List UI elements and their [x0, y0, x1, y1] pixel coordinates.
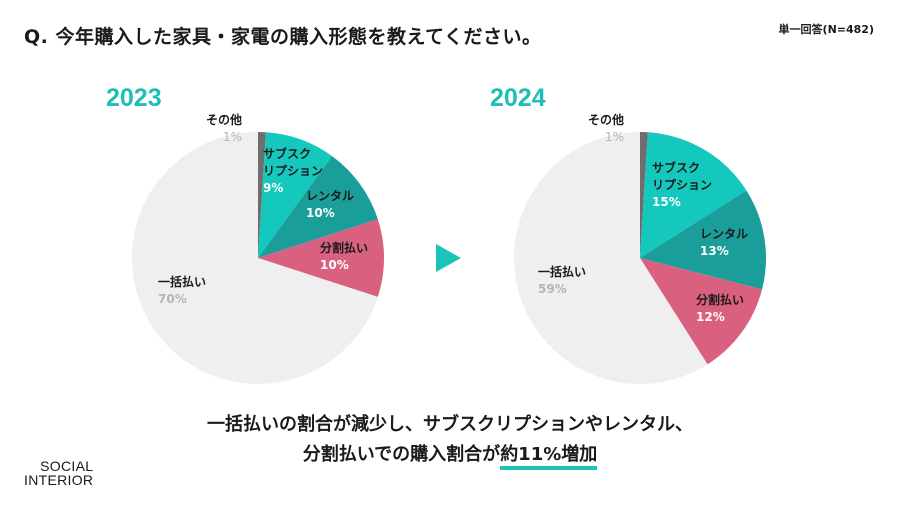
pie-slice [640, 190, 766, 290]
label-lump-sum-2023: 一括払い 70% [158, 275, 207, 306]
label-subscription-2024: サブスク リプション 15% [652, 161, 713, 209]
label-other-2023: その他 1% [206, 113, 243, 144]
summary-text: 一括払いの割合が減少し、サブスクリプションやレンタル、 分割払いでの購入割合が約… [0, 410, 900, 470]
pie-chart-2023 [132, 132, 384, 385]
summary-line-1: 一括払いの割合が減少し、サブスクリプションやレンタル、 [207, 414, 693, 435]
label-rental-2024: レンタル 13% [700, 227, 749, 258]
label-lump-sum-2024: 一括払い 59% [538, 265, 587, 296]
year-label-2024: 2024 [490, 84, 546, 112]
pie-slice [258, 219, 384, 297]
label-subscription-2023: サブスク リプション 9% [263, 147, 324, 195]
pie-slice [258, 156, 378, 258]
pie-slice [640, 132, 747, 258]
pie-slice [258, 132, 266, 258]
year-label-2023: 2023 [106, 84, 162, 112]
pie-slice [640, 132, 648, 258]
summary-highlight: 約11%増加 [500, 444, 598, 470]
label-installment-2024: 分割払い 12% [696, 293, 745, 324]
arrow-right-icon [436, 244, 461, 272]
label-other-2024: その他 1% [588, 113, 625, 144]
sample-size-note: 単一回答(N=482) [778, 23, 874, 36]
question-title: Q. 今年購入した家具・家電の購入形態を教えてください。 [24, 26, 542, 48]
pie-slice [514, 132, 708, 384]
pie-chart-2024 [514, 132, 766, 384]
label-installment-2023: 分割払い 10% [320, 241, 369, 272]
label-rental-2023: レンタル 10% [306, 189, 355, 220]
pie-slice [258, 132, 333, 258]
pie-slice [132, 132, 378, 385]
pie-slice [640, 258, 763, 365]
brand-logo: SOCIAL INTERIOR [24, 458, 94, 488]
summary-line-2: 分割払いでの購入割合が約11%増加 [0, 440, 900, 470]
